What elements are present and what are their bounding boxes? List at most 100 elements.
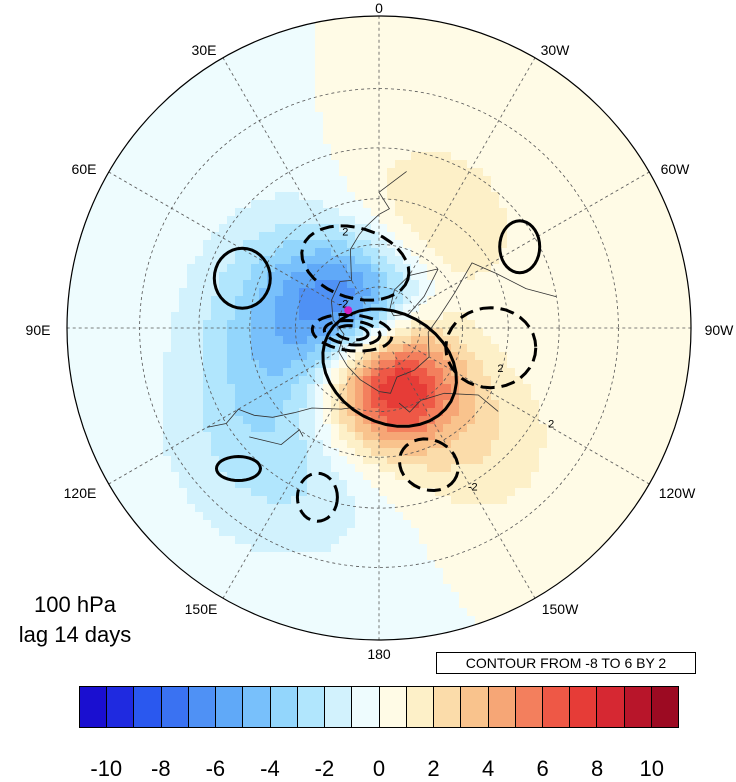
field-cell [635, 408, 644, 417]
field-cell [483, 280, 492, 289]
field-cell [75, 384, 84, 393]
field-cell [307, 200, 316, 209]
field-cell [371, 424, 380, 433]
field-cell [571, 368, 580, 377]
field-cell [587, 376, 596, 385]
field-cell [371, 152, 380, 161]
field-cell [571, 512, 580, 521]
field-cell [467, 408, 476, 417]
field-cell [291, 192, 300, 201]
field-cell [291, 360, 300, 369]
field-cell [491, 512, 500, 521]
field-cell [275, 432, 284, 441]
field-cell [283, 32, 292, 41]
field-cell [299, 64, 308, 73]
field-cell [307, 400, 316, 409]
field-cell [203, 280, 212, 289]
field-cell [459, 232, 468, 241]
field-cell [179, 472, 188, 481]
field-cell [523, 488, 532, 497]
field-cell [155, 360, 164, 369]
field-cell [179, 272, 188, 281]
field-cell [467, 88, 476, 97]
field-cell [259, 312, 268, 321]
field-cell [195, 200, 204, 209]
field-cell [475, 376, 484, 385]
field-cell [403, 96, 412, 105]
field-cell [515, 592, 524, 601]
field-cell [187, 496, 196, 505]
field-cell [243, 528, 252, 537]
field-cell [211, 184, 220, 193]
field-cell [587, 144, 596, 153]
field-cell [155, 112, 164, 121]
field-cell [75, 376, 84, 385]
field-cell [467, 464, 476, 473]
field-cell [347, 40, 356, 49]
field-cell [427, 584, 436, 593]
field-cell [99, 272, 108, 281]
field-cell [403, 72, 412, 81]
field-cell [499, 536, 508, 545]
field-cell [83, 304, 92, 313]
field-cell [395, 480, 404, 489]
field-cell [611, 144, 620, 153]
field-cell [211, 296, 220, 305]
field-cell [283, 232, 292, 241]
field-cell [371, 72, 380, 81]
field-cell [363, 256, 372, 265]
field-cell [411, 512, 420, 521]
field-cell [467, 544, 476, 553]
field-cell [203, 408, 212, 417]
field-cell [467, 608, 476, 617]
field-cell [379, 528, 388, 537]
field-cell [499, 504, 508, 513]
field-cell [267, 480, 276, 489]
field-cell [395, 416, 404, 425]
field-cell [387, 32, 396, 41]
field-cell [547, 304, 556, 313]
field-cell [563, 112, 572, 121]
field-cell [99, 376, 108, 385]
field-cell [323, 272, 332, 281]
field-cell [123, 184, 132, 193]
field-cell [571, 400, 580, 409]
field-cell [419, 64, 428, 73]
field-cell [299, 200, 308, 209]
field-cell [491, 104, 500, 113]
field-cell [579, 336, 588, 345]
field-cell [611, 440, 620, 449]
field-cell [499, 544, 508, 553]
field-cell [83, 408, 92, 417]
field-cell [419, 120, 428, 129]
field-cell [243, 112, 252, 121]
field-cell [251, 584, 260, 593]
field-cell [107, 464, 116, 473]
field-cell [363, 72, 372, 81]
field-cell [131, 392, 140, 401]
field-cell [187, 352, 196, 361]
field-cell [195, 224, 204, 233]
field-cell [251, 328, 260, 337]
field-cell [475, 456, 484, 465]
field-cell [347, 56, 356, 65]
field-cell [347, 176, 356, 185]
field-cell [531, 184, 540, 193]
field-cell [443, 592, 452, 601]
field-cell [619, 144, 628, 153]
field-cell [483, 208, 492, 217]
field-cell [323, 416, 332, 425]
field-cell [179, 312, 188, 321]
field-cell [363, 184, 372, 193]
field-cell [203, 520, 212, 529]
field-cell [163, 416, 172, 425]
field-cell [179, 264, 188, 273]
field-cell [323, 160, 332, 169]
field-cell [627, 472, 636, 481]
field-cell [571, 312, 580, 321]
field-cell [675, 376, 684, 385]
field-cell [603, 376, 612, 385]
field-cell [363, 240, 372, 249]
field-cell [267, 376, 276, 385]
field-cell [379, 48, 388, 57]
